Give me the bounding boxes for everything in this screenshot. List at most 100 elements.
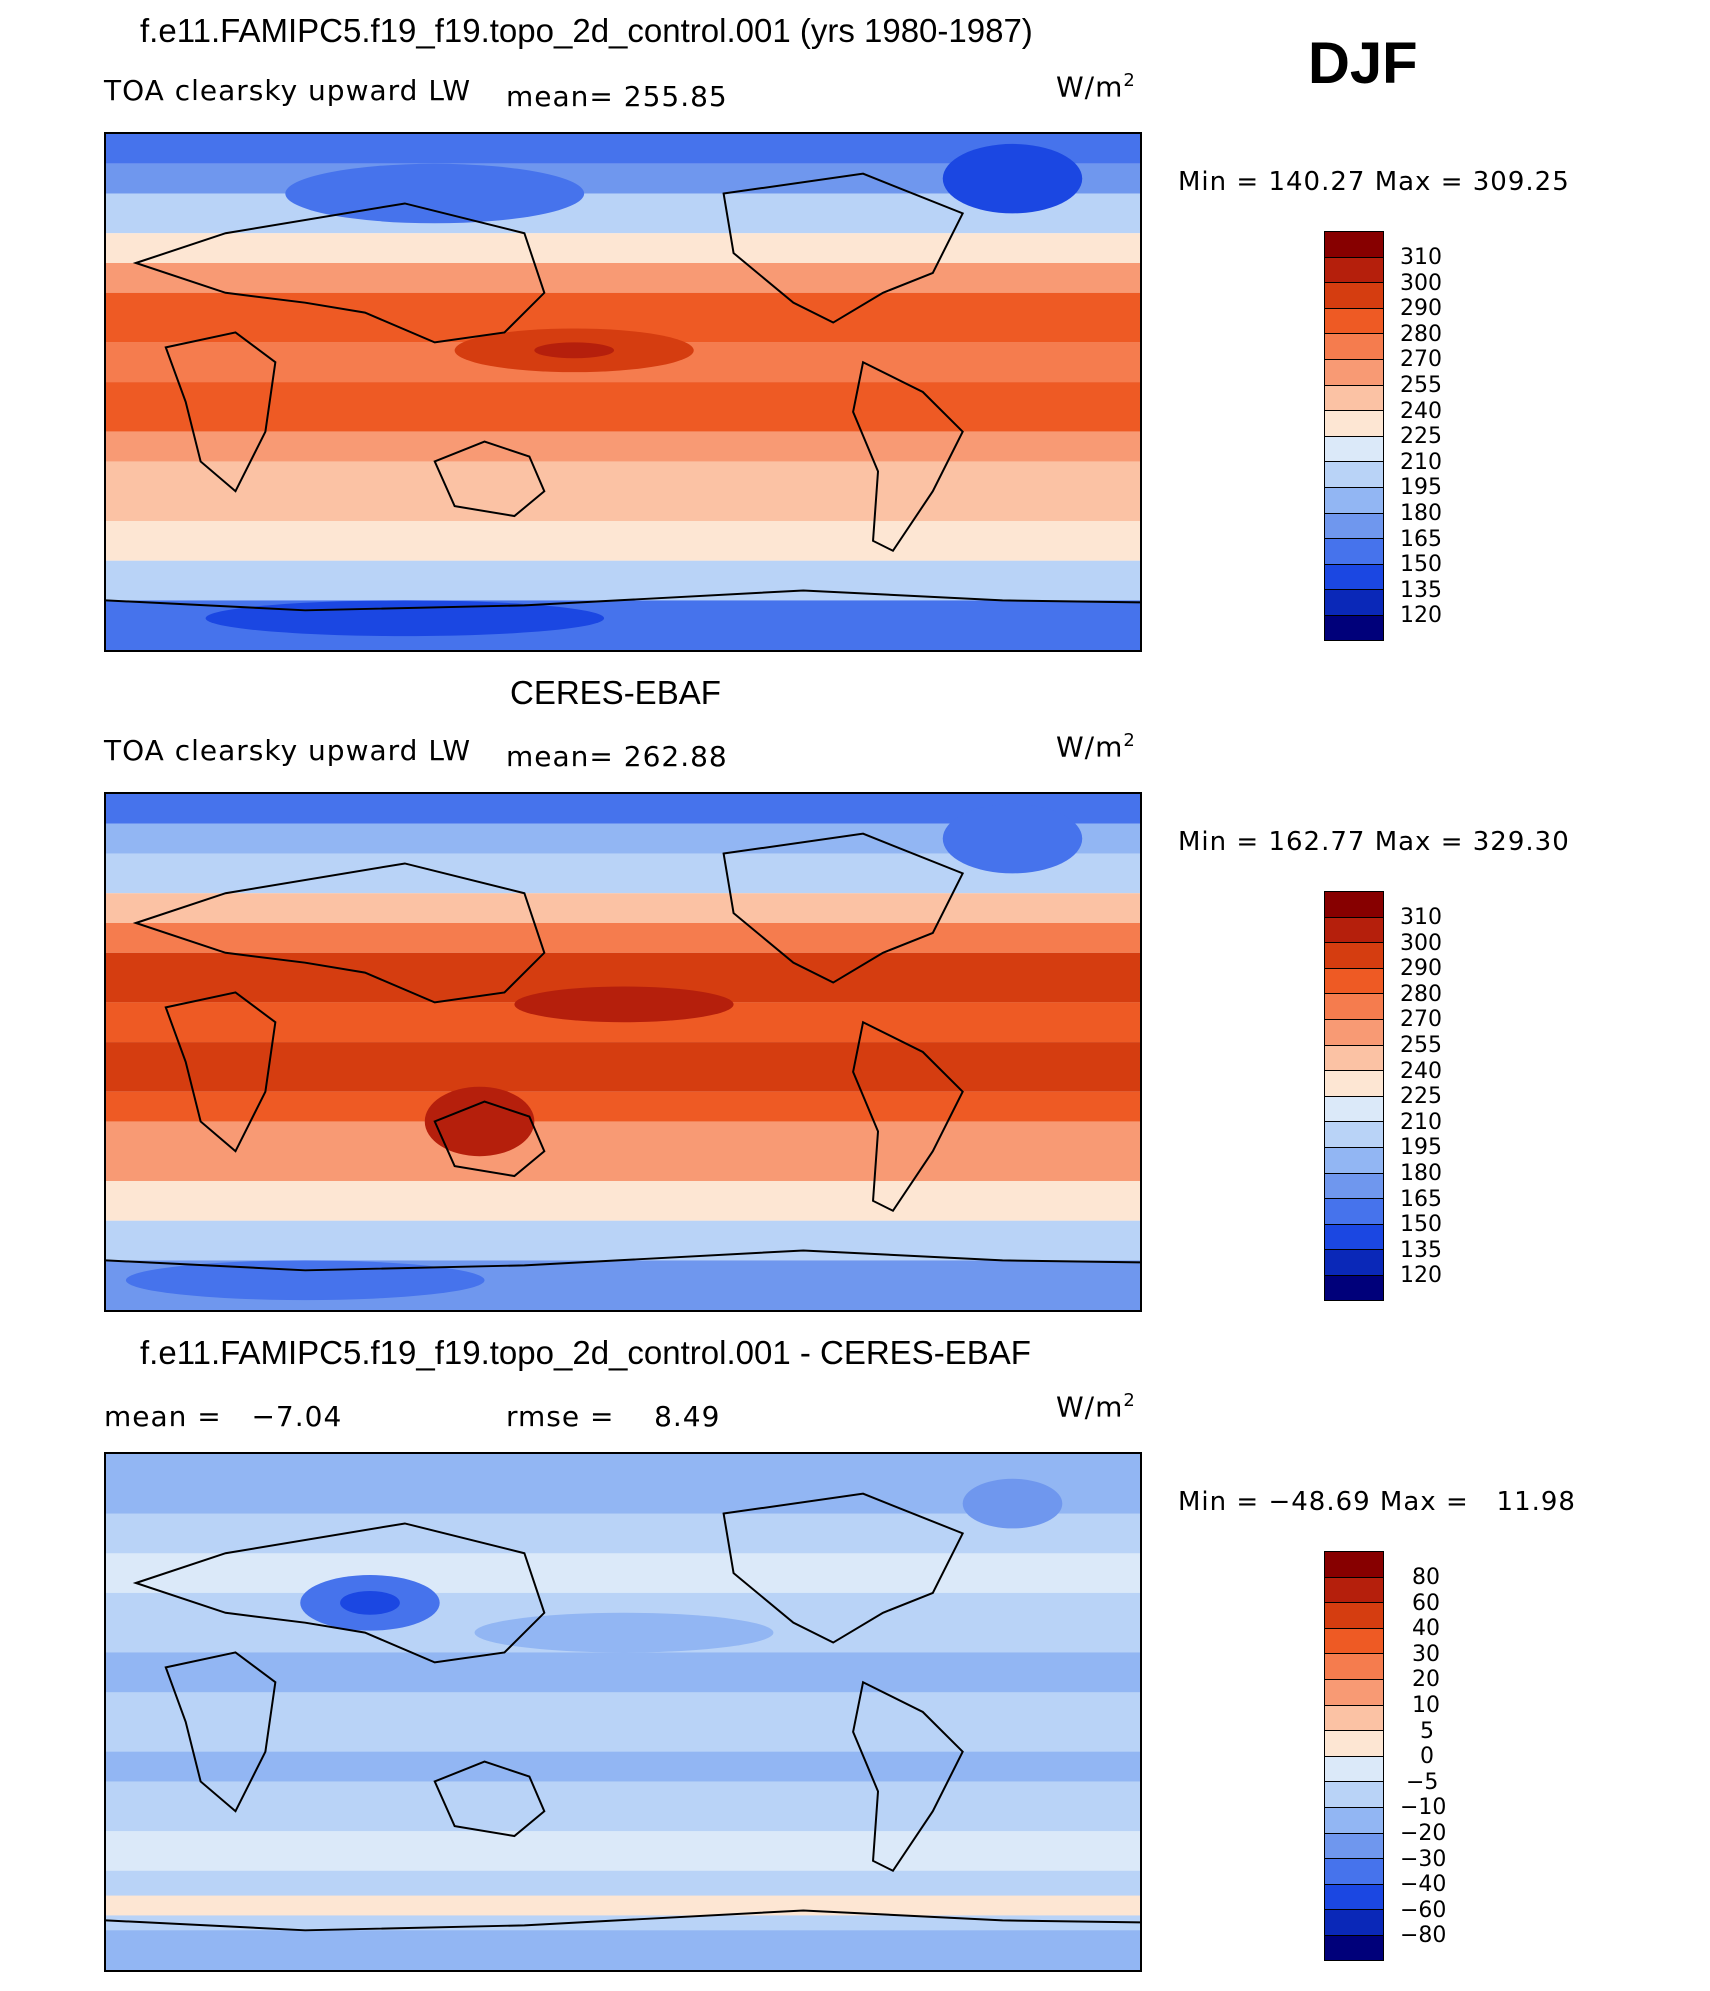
- colorbar-cell: [1324, 1044, 1384, 1071]
- background: [106, 1454, 1140, 1970]
- warm-pool: [514, 986, 734, 1023]
- band: [106, 263, 1140, 293]
- panel2-mean: mean= 262.88: [506, 740, 728, 773]
- colorbar-cell: [1324, 231, 1384, 257]
- colorbar-cell: [1324, 1755, 1384, 1782]
- colorbar-tick-label: 310: [1400, 905, 1442, 930]
- greenland-cold: [942, 803, 1083, 874]
- coast-africa: [164, 331, 277, 493]
- panel3-colorbar: [1324, 1551, 1386, 1961]
- colorbar-tick-label: −20: [1400, 1821, 1447, 1846]
- colorbar-cell: [1324, 512, 1384, 539]
- panel3-map-svg: [106, 1454, 1140, 1970]
- colorbar-cell: [1324, 1274, 1384, 1301]
- panel3-minmax: Min = −48.69 Max = 11.98: [1178, 1487, 1576, 1517]
- band: [106, 1831, 1140, 1871]
- colorbar-tick-label: 0: [1420, 1744, 1434, 1769]
- colorbar-tick-label: 225: [1400, 424, 1442, 449]
- colorbar-cell: [1324, 916, 1384, 943]
- coast-africa: [164, 991, 277, 1153]
- colorbar-cell: [1324, 891, 1384, 917]
- colorbar-cell: [1324, 1678, 1384, 1705]
- colorbar-tick-label: 310: [1400, 245, 1442, 270]
- colorbar-tick-label: 240: [1400, 399, 1442, 424]
- greenland-cold: [942, 143, 1083, 214]
- coast-africa: [164, 1651, 277, 1813]
- colorbar-tick-label: 240: [1400, 1059, 1442, 1084]
- panel1-units: W/m2: [1056, 70, 1136, 104]
- colorbar-cell: [1324, 1249, 1384, 1275]
- colorbar-cell: [1324, 1909, 1384, 1935]
- panel1-colorbar: [1324, 231, 1386, 641]
- panel2-minmax: Min = 162.77 Max = 329.30: [1178, 827, 1570, 857]
- band: [106, 1091, 1140, 1122]
- band: [106, 1220, 1140, 1261]
- band: [106, 431, 1140, 462]
- colorbar-cell: [1324, 410, 1384, 436]
- colorbar-tick-label: 80: [1412, 1565, 1440, 1590]
- colorbar-tick-label: −40: [1400, 1872, 1447, 1897]
- panel2-units: W/m2: [1056, 730, 1136, 764]
- band: [106, 560, 1140, 601]
- colorbar-tick-label: 270: [1400, 1007, 1442, 1032]
- colorbar-tick-label: 270: [1400, 347, 1442, 372]
- coast-australia: [433, 1100, 546, 1178]
- colorbar-cell: [1324, 1832, 1384, 1859]
- coast-antarctica: [106, 1249, 1140, 1272]
- colorbar-cell: [1324, 1858, 1384, 1884]
- colorbar-cell: [1324, 1730, 1384, 1756]
- colorbar-tick-label: 20: [1412, 1667, 1440, 1692]
- panel3-units: W/m2: [1056, 1390, 1136, 1424]
- colorbar-tick-label: 180: [1400, 501, 1442, 526]
- colorbar-tick-label: 290: [1400, 956, 1442, 981]
- colorbar-tick-label: 210: [1400, 1110, 1442, 1135]
- colorbar-tick-label: 255: [1400, 373, 1442, 398]
- antarctic-cold: [205, 600, 605, 637]
- coast-australia: [433, 440, 546, 518]
- colorbar-cell: [1324, 993, 1384, 1019]
- greenland-neg: [962, 1478, 1063, 1529]
- coast-north-america: [722, 172, 965, 324]
- band: [106, 1930, 1140, 1970]
- colorbar-tick-label: 150: [1400, 552, 1442, 577]
- colorbar-tick-label: 225: [1400, 1084, 1442, 1109]
- coast-eurasia: [132, 862, 546, 1004]
- australia-hot: [424, 1086, 535, 1157]
- panel3-mean: mean = −7.04: [104, 1400, 343, 1433]
- colorbar-tick-label: 180: [1400, 1161, 1442, 1186]
- colorbar-tick-label: 135: [1400, 1238, 1442, 1263]
- colorbar-tick-label: 195: [1400, 475, 1442, 500]
- colorbar-cell: [1324, 1223, 1384, 1250]
- colorbar-tick-label: 10: [1412, 1693, 1440, 1718]
- colorbar-tick-label: 280: [1400, 982, 1442, 1007]
- colorbar-tick-label: 195: [1400, 1135, 1442, 1160]
- colorbar-cell: [1324, 1602, 1384, 1628]
- colorbar-tick-label: −30: [1400, 1847, 1447, 1872]
- colorbar-cell: [1324, 538, 1384, 564]
- pacific-neg: [474, 1612, 774, 1653]
- colorbar-tick-label: 150: [1400, 1212, 1442, 1237]
- colorbar-cell: [1324, 333, 1384, 359]
- colorbar-tick-label: 290: [1400, 296, 1442, 321]
- colorbar-cell: [1324, 1551, 1384, 1577]
- colorbar-cell: [1324, 614, 1384, 641]
- colorbar-cell: [1324, 1146, 1384, 1173]
- siberia-cold: [285, 163, 585, 224]
- colorbar-cell: [1324, 486, 1384, 513]
- band: [106, 1895, 1140, 1916]
- colorbar-tick-label: 255: [1400, 1033, 1442, 1058]
- colorbar-cell: [1324, 358, 1384, 385]
- panel2-map: [104, 792, 1142, 1312]
- colorbar-cell: [1324, 967, 1384, 994]
- band: [106, 461, 1140, 521]
- band: [106, 521, 1140, 561]
- colorbar-tick-label: 135: [1400, 578, 1442, 603]
- colorbar-tick-label: 300: [1400, 271, 1442, 296]
- band: [106, 1751, 1140, 1782]
- colorbar-cell: [1324, 1883, 1384, 1910]
- panel1-minmax: Min = 140.27 Max = 309.25: [1178, 167, 1570, 197]
- coast-south-america: [852, 360, 964, 553]
- colorbar-tick-label: 60: [1412, 1591, 1440, 1616]
- band: [106, 382, 1140, 432]
- coast-north-america: [722, 832, 965, 984]
